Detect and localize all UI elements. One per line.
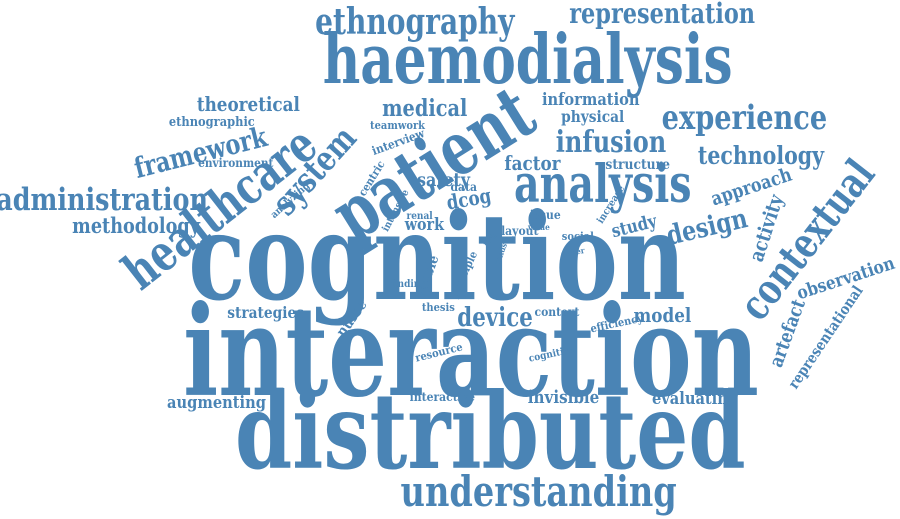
cloud-word: cognition [188,187,686,328]
cloud-word: thesis [421,300,455,314]
cloud-word: experience [661,98,827,138]
cloud-word: work [404,214,444,235]
cloud-word: teamwork [369,118,425,132]
cloud-word: finding [390,279,427,290]
cloud-word: interactive [409,390,475,404]
cloud-word: theoretical [196,92,300,116]
cloud-word: device [457,303,533,333]
cloud-word: understanding [400,467,677,516]
cloud-word: distributed [234,368,746,493]
cloud-word: physical [560,107,624,126]
cloud-word: context [534,305,580,319]
cloud-word: administration [0,181,208,218]
cloud-word: environment [198,156,274,170]
cloud-word: analysis [513,154,691,215]
cloud-word: medical [381,94,467,122]
cloud-word: representation [569,0,756,30]
cloud-word: augmenting [166,392,266,413]
cloud-word: information [541,89,640,110]
cloud-word: structure [604,157,670,173]
cloud-word: infusion [555,125,667,160]
cloud-word: issue [529,208,561,222]
cloud-word: haemodialysis [322,20,733,100]
cloud-word: technology [697,140,825,170]
cloud-word: ethnography [315,1,515,43]
cloud-word: value [527,222,550,232]
cloud-word: model [633,303,691,327]
cloud-word: ethnographic [168,114,255,130]
cloud-word: factor [503,151,561,175]
cloud-word: strategies [226,303,304,322]
cloud-word: data [449,180,477,194]
cloud-word: methodology [72,212,200,238]
cloud-word: invisible [527,387,599,408]
cloud-word: renal [405,211,433,222]
cloud-word: layout [501,224,539,238]
cloud-word: social [561,229,594,243]
cloud-word: interaction [183,278,759,425]
cloud-word: safety [416,168,470,191]
cloud-word: evaluating [652,388,739,409]
